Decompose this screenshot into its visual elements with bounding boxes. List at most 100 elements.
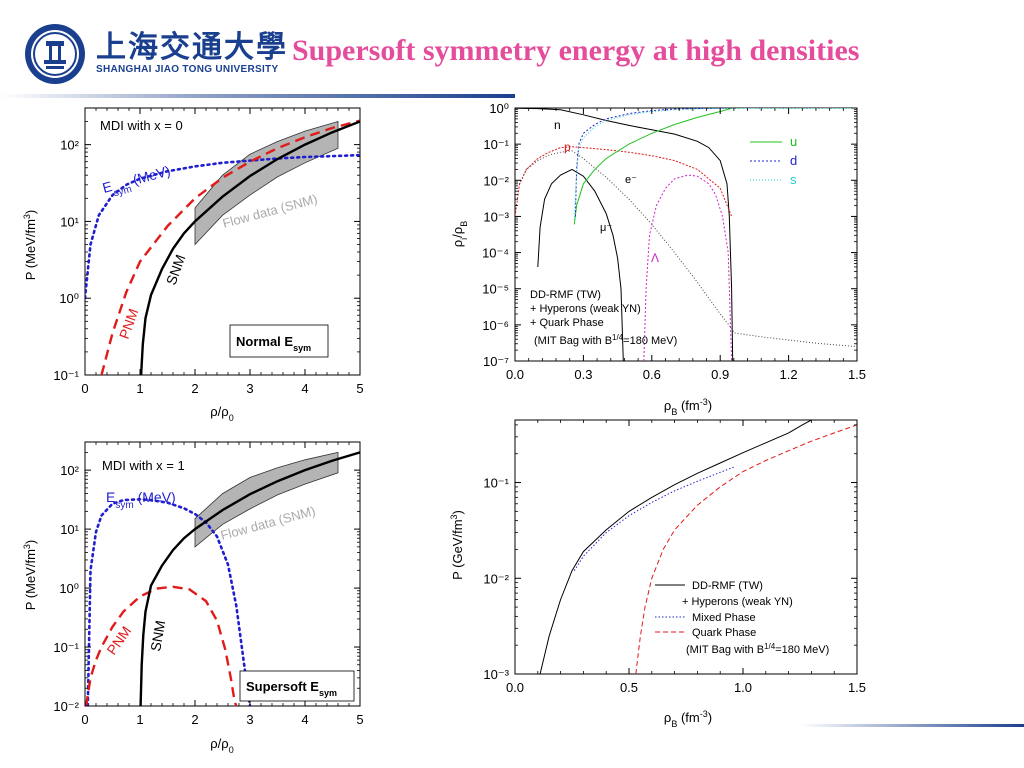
plot-frame [84, 441, 361, 707]
series-dd-rmf-tw-line [539, 420, 812, 674]
x-tick-label: 1 [136, 712, 143, 727]
y-tick-label: 10⁻² [53, 699, 79, 714]
y-tick-label: 10⁻³ [483, 667, 509, 682]
series-e-sym-mev-line [85, 153, 360, 300]
y-tick-label: 10⁻⁴ [482, 246, 509, 261]
flow-data-band [194, 120, 339, 246]
label-e: e⁻ [625, 174, 637, 186]
label-lambda: Λ [651, 251, 659, 265]
x-tick-label: 0.0 [506, 367, 524, 382]
snm-label: SNM [147, 619, 168, 652]
normal-esym-box [229, 324, 329, 358]
slide-header: 上海交通大學 SHANGHAI JIAO TONG UNIVERSITY Sup… [0, 0, 1024, 100]
x-axis-title: ρB (fm-3) [664, 709, 712, 728]
series-series-line [643, 174, 733, 361]
university-seal-logo [25, 24, 85, 84]
y-tick-label: 10² [60, 138, 79, 153]
series-p-line [515, 146, 733, 217]
y-axis-title: P (GeV/fm3) [449, 510, 465, 580]
series-pnm-line [85, 585, 238, 706]
y-tick-label: 10⁻³ [483, 209, 509, 224]
series-snm-line [139, 120, 360, 375]
chart-particle-fractions: 0.0 0.3 0.6 0.9 1.2 1.5 10⁻⁷ 10⁻⁶ 10⁻⁵ 10⁻⁴ 10⁻³ 10… [450, 101, 866, 417]
legend-d-label: d [790, 153, 797, 168]
y-tick-label: 10² [60, 463, 79, 478]
x-tick-label: 4 [301, 381, 308, 396]
y-tick-label: 10¹ [60, 522, 79, 537]
chart-eos-pressure: 0.0 0.5 1.0 1.5 10⁻³ 10⁻² 10⁻¹ DD-RMF (TW) + H… [449, 419, 866, 728]
flow-data-band [194, 451, 339, 548]
university-name-english: SHANGHAI JIAO TONG UNIVERSITY [96, 64, 279, 75]
y-tick-label: 10⁻⁶ [482, 318, 509, 333]
legend-hyperons-label: + Hyperons (weak YN) [682, 596, 793, 608]
header-divider [0, 94, 515, 98]
normal-esym-label: Normal Esym [236, 334, 311, 353]
x-tick-label: 0.6 [643, 367, 661, 382]
label-n: n [554, 118, 561, 132]
series-e-sym-mev-line [86, 497, 252, 706]
y-tick-label: 10¹ [60, 214, 79, 229]
y-tick-label: 10⁻⁷ [483, 354, 509, 369]
legend: u d s [750, 134, 797, 187]
annotation-model: DD-RMF (TW) [530, 289, 601, 301]
series-quark-phase-line [635, 424, 857, 674]
x-tick-label: 0.9 [711, 367, 729, 382]
x-tick-label: 2 [191, 381, 198, 396]
x-tick-label: 0 [81, 712, 88, 727]
annotation-model: MDI with x = 0 [100, 118, 183, 133]
x-tick-label: 0.3 [574, 367, 592, 382]
y-axis-title: P (MeV/fm3) [22, 210, 38, 281]
legend-mixed-label: Mixed Phase [692, 612, 756, 624]
y-tick-label: 10⁻⁵ [482, 282, 509, 297]
x-axis-title: ρ/ρ0 [210, 736, 233, 755]
annotation-quark: + Quark Phase [530, 317, 604, 329]
y-tick-label: 10⁰ [59, 291, 79, 306]
legend-ddrmf-label: DD-RMF (TW) [692, 580, 763, 592]
x-tick-label: 0 [81, 381, 88, 396]
x-tick-label: 1.0 [734, 680, 752, 695]
university-name-chinese: 上海交通大學 [96, 30, 288, 65]
legend-s-label: s [790, 172, 797, 187]
y-tick-label: 10⁻¹ [483, 137, 509, 152]
plot-frame [514, 107, 858, 362]
x-tick-label: 1.5 [848, 680, 866, 695]
supersoft-esym-box [239, 670, 355, 702]
y-axis-title: ρi/ρB [450, 221, 469, 247]
x-axis-title: ρ/ρ0 [210, 404, 233, 423]
annotation-model: MDI with x = 1 [102, 458, 185, 473]
supersoft-esym-label: Supersoft Esym [246, 679, 337, 698]
y-tick-label: 10⁻¹ [53, 640, 79, 655]
label-mu: μ⁻ [600, 222, 612, 234]
series-snm-line [139, 451, 360, 706]
legend-u-label: u [790, 134, 797, 149]
series-mixed-phase-line [573, 466, 735, 571]
slide-title: Supersoft symmetry energy at high densit… [292, 34, 860, 67]
x-tick-label: 4 [301, 712, 308, 727]
series-s-line [573, 108, 857, 220]
y-tick-label: 10⁻² [483, 571, 509, 586]
x-tick-label: 2 [191, 712, 198, 727]
legend-bag-label: (MIT Bag with B1/4=180 MeV) [686, 642, 829, 657]
y-axis-title: P (MeV/fm3) [22, 540, 38, 611]
series-n-line [515, 108, 734, 361]
x-tick-label: 5 [356, 712, 363, 727]
series-series-line [537, 168, 624, 361]
x-tick-label: 1 [136, 381, 143, 396]
x-tick-label: 5 [356, 381, 363, 396]
y-tick-label: 10⁰ [59, 581, 79, 596]
y-tick-label: 10⁻¹ [53, 368, 79, 383]
footer-divider [800, 724, 1024, 727]
x-tick-label: 0.0 [506, 680, 524, 695]
legend: DD-RMF (TW) + Hyperons (weak YN) Mixed P… [655, 580, 829, 656]
x-tick-label: 3 [246, 381, 253, 396]
x-tick-label: 1.2 [780, 367, 798, 382]
legend-quark-label: Quark Phase [692, 627, 756, 639]
x-tick-label: 0.5 [620, 680, 638, 695]
annotation-hyperons: + Hyperons (weak YN) [530, 303, 641, 315]
annotation-bag: (MIT Bag with B1/4=180 MeV) [534, 333, 677, 348]
plot-frame [514, 419, 858, 675]
label-p: p [564, 140, 571, 154]
x-tick-label: 3 [246, 712, 253, 727]
